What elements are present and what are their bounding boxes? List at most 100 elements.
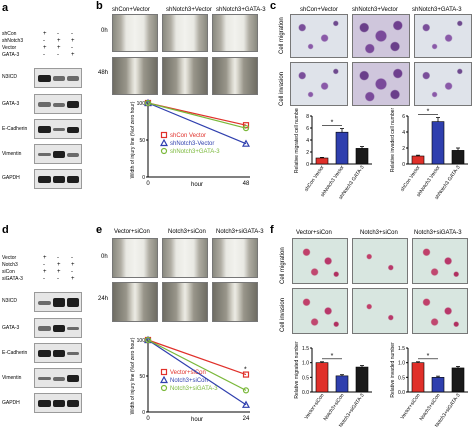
- wound-image: [112, 238, 158, 278]
- blot-n3icd: [34, 68, 82, 88]
- series-line: [147, 339, 247, 376]
- significance-mark: *: [427, 109, 430, 116]
- y-tick-label: 1.0: [302, 361, 309, 367]
- wound-image: [112, 282, 158, 322]
- y-tick-label: 0: [142, 175, 145, 181]
- column-header: Notch3+siGATA-3: [414, 230, 462, 236]
- treatment-label: Vector: [2, 45, 17, 51]
- data-point: [242, 387, 250, 394]
- data-point: [160, 147, 168, 155]
- y-axis-label: Relative migrated cell number: [294, 108, 300, 173]
- transwell-image: [414, 14, 472, 58]
- sign: +: [57, 269, 61, 275]
- sign: -: [43, 52, 45, 58]
- bar: [431, 377, 445, 393]
- data-point: [160, 131, 168, 139]
- y-tick-label: 0.0: [302, 390, 309, 396]
- column-header: Notch3+siCon: [360, 230, 398, 236]
- data-point: [160, 368, 168, 376]
- row-label: Cell migration: [279, 17, 285, 54]
- legend-entry: shNotch3-Vector: [170, 141, 214, 147]
- x-tick-label: Vector+siCon: [400, 393, 422, 421]
- y-axis-label: Width of injury line (%of zero hour): [130, 337, 136, 414]
- data-point: [159, 375, 169, 384]
- y-tick-label: 0: [142, 410, 145, 416]
- bar: [335, 131, 349, 165]
- blot-gata3: [34, 318, 82, 338]
- wound-image: [112, 57, 158, 95]
- blot-label: E-Cadherin: [2, 126, 28, 132]
- transwell-image: [412, 288, 468, 334]
- sign: +: [43, 31, 47, 37]
- data-point: [144, 99, 152, 107]
- x-tick-label: Vector+siCon: [304, 393, 326, 421]
- x-tick-label: shCon Vector: [399, 164, 421, 192]
- y-tick-label: 4: [306, 138, 309, 144]
- treatment-label: Vector: [2, 255, 17, 261]
- significance-mark: *: [244, 367, 247, 374]
- bar: [451, 150, 465, 165]
- row-label: Cell invasion: [279, 71, 285, 106]
- treatment-label: shCon: [2, 31, 17, 37]
- transwell-image: [352, 238, 408, 284]
- y-axis-label: Relative invaded number: [390, 342, 396, 398]
- legend-entry: Notch3+siCon: [170, 378, 208, 384]
- blot-label: Vimentin: [2, 375, 22, 381]
- y-tick-label: 6: [402, 114, 405, 120]
- x-tick-label: 48: [243, 181, 250, 187]
- panel-label-a: a: [2, 2, 9, 14]
- sign: +: [57, 38, 61, 44]
- y-tick-label: 0.5: [398, 375, 405, 381]
- wound-image: [162, 282, 208, 322]
- legend-entry: Notch3+siGATA-3: [170, 386, 218, 392]
- legend-entry: shCon Vector: [170, 133, 206, 139]
- sign: -: [57, 31, 59, 37]
- x-tick-label: shCon Vector: [303, 164, 325, 192]
- y-tick-label: 0.5: [302, 375, 309, 381]
- bar: [431, 121, 445, 165]
- data-point: [241, 400, 251, 408]
- bar: [451, 367, 465, 393]
- wound-image: [112, 14, 158, 52]
- blot-vimentin: [34, 368, 82, 388]
- blot-gapdh: [34, 393, 82, 413]
- x-axis-label: hour: [191, 417, 203, 423]
- column-header: shNotch3+GATA-3: [412, 7, 462, 13]
- legend-entry: Vector+siCon: [170, 370, 206, 376]
- significance-mark: *: [427, 353, 430, 360]
- blot-label: N3ICD: [2, 74, 18, 80]
- data-point: [242, 371, 250, 378]
- blot-label: N3ICD: [2, 298, 18, 304]
- y-tick-label: 1.0: [398, 361, 405, 367]
- x-axis-label: hour: [191, 182, 203, 188]
- sign: -: [57, 255, 59, 261]
- sign: +: [71, 262, 75, 268]
- bar: [411, 362, 425, 393]
- panel-label-d: d: [2, 224, 9, 236]
- y-tick-label: 1.5: [302, 346, 309, 352]
- y-tick-label: 0: [306, 162, 309, 168]
- wound-image: [162, 14, 208, 52]
- blot-label: E-Cadherin: [2, 350, 28, 356]
- blot-label: Vimentin: [2, 151, 22, 157]
- data-point: [242, 125, 250, 132]
- transwell-image: [352, 14, 410, 58]
- y-axis-label: Relative invaded cell number: [390, 108, 396, 172]
- x-tick-label: 0: [146, 181, 150, 187]
- data-point: [241, 139, 251, 147]
- y-tick-label: 8: [306, 114, 309, 120]
- treatment-label: siGATA-3: [2, 276, 23, 282]
- y-tick-label: 2: [402, 146, 405, 152]
- sign: +: [57, 45, 61, 51]
- transwell-image: [290, 14, 348, 58]
- sign: -: [71, 255, 73, 261]
- sign: -: [43, 262, 45, 268]
- transwell-image: [352, 62, 410, 106]
- sign: +: [43, 45, 47, 51]
- series-line: [147, 102, 247, 129]
- bar: [355, 148, 369, 165]
- blot-ecadherin: [34, 343, 82, 363]
- column-header: Vector+siCon: [114, 229, 150, 235]
- sign: -: [71, 269, 73, 275]
- bar: [411, 155, 425, 165]
